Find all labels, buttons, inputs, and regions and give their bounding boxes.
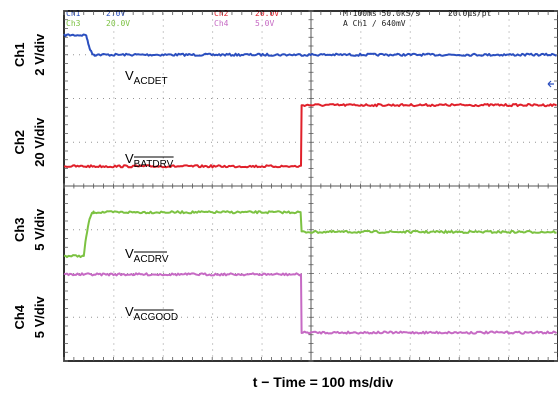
y-label-ch1-name: Ch1 bbox=[12, 42, 27, 67]
signal-label-ch1: VACDET bbox=[125, 68, 168, 87]
trace-ch4 bbox=[63, 272, 558, 335]
y-label-ch2-name: Ch2 bbox=[12, 130, 27, 155]
graticule-ticks bbox=[63, 10, 558, 362]
signal-label-ch1-main: V bbox=[125, 68, 134, 83]
signal-label-ch3-main: V bbox=[125, 246, 134, 261]
traces bbox=[63, 33, 558, 335]
y-axis-labels: Ch1 2 V/div Ch2 20 V/div Ch3 5 V/div Ch4 5 V/di… bbox=[12, 33, 47, 338]
y-label-ch1-scale: 2 V/div bbox=[32, 33, 47, 76]
header-ch1: Ch1 bbox=[66, 9, 81, 18]
signal-label-ch3-sub: ACDRV bbox=[134, 254, 169, 265]
signal-label-ch2-sub: BATDRV bbox=[134, 159, 174, 170]
grid-dots bbox=[67, 13, 554, 357]
graticule bbox=[63, 10, 558, 362]
trigger-level-arrow-icon bbox=[547, 80, 554, 88]
header-ch3: Ch3 bbox=[66, 19, 81, 28]
y-label-ch3-scale: 5 V/div bbox=[32, 208, 47, 251]
header-ch3-scale: 20.0V bbox=[106, 19, 130, 28]
trace-ch2 bbox=[63, 103, 558, 169]
signal-label-ch2-main: V bbox=[125, 151, 134, 166]
signal-label-ch4-main: V bbox=[125, 304, 134, 319]
signal-label-ch3: VACDRV bbox=[125, 246, 169, 265]
header-ch1-scale: 2.0V bbox=[106, 9, 125, 18]
signal-label-ch1-sub: ACDET bbox=[134, 76, 168, 87]
signal-label-ch4: VACGOOD bbox=[125, 304, 178, 323]
header-ch4: Ch4 bbox=[214, 19, 229, 28]
y-label-ch3-name: Ch3 bbox=[12, 217, 27, 242]
y-label-ch3: Ch3 5 V/div bbox=[12, 208, 47, 251]
y-label-ch2: Ch2 20 V/div bbox=[12, 117, 47, 167]
y-label-ch4-name: Ch4 bbox=[12, 304, 27, 329]
header-ch2: Ch2 bbox=[214, 9, 229, 18]
signal-label-ch4-sub: ACGOOD bbox=[134, 312, 178, 323]
y-label-ch1: Ch1 2 V/div bbox=[12, 33, 47, 76]
y-label-ch4-scale: 5 V/div bbox=[32, 296, 47, 339]
header-ch4-scale: 5.0V bbox=[255, 19, 274, 28]
trace-ch3 bbox=[63, 210, 557, 259]
signal-label-ch2: VBATDRV bbox=[125, 151, 174, 170]
trace-ch1 bbox=[63, 33, 557, 57]
y-label-ch4: Ch4 5 V/div bbox=[12, 296, 47, 339]
x-axis-title: t − Time = 100 ms/div bbox=[253, 374, 394, 390]
header-readout: Ch1 2.0V Ch3 20.0V Ch2 20.0V Ch4 5.0V M … bbox=[66, 9, 492, 28]
header-trigger: A Ch1 ∕ 640mV bbox=[343, 19, 406, 28]
y-label-ch2-scale: 20 V/div bbox=[32, 117, 47, 167]
header-sample: 20.0µs/pt bbox=[448, 9, 492, 18]
header-ch2-scale: 20.0V bbox=[255, 9, 279, 18]
header-timebase: M 100ms 50.0kS/s bbox=[343, 9, 420, 18]
